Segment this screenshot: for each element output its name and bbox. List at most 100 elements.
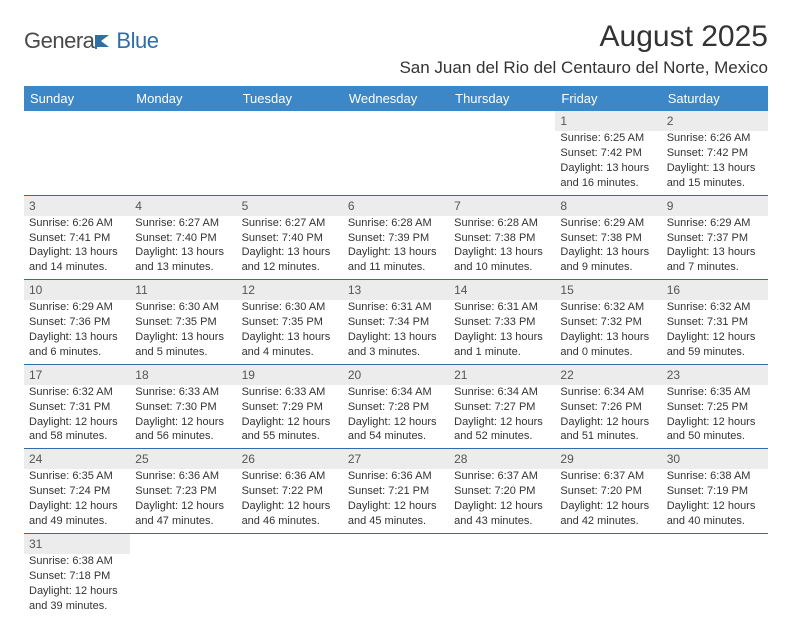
day-cell: Sunrise: 6:38 AMSunset: 7:18 PMDaylight:…	[24, 554, 130, 617]
daylight-text: and 56 minutes.	[135, 429, 231, 444]
day-content-row: Sunrise: 6:26 AMSunset: 7:41 PMDaylight:…	[24, 216, 768, 280]
daylight-text: Daylight: 12 hours	[135, 499, 231, 514]
day-cell: Sunrise: 6:34 AMSunset: 7:26 PMDaylight:…	[555, 385, 661, 449]
daylight-text: Daylight: 13 hours	[242, 330, 338, 345]
day-cell: Sunrise: 6:33 AMSunset: 7:29 PMDaylight:…	[237, 385, 343, 449]
day-number-cell: 25	[130, 449, 236, 470]
sunset-text: Sunset: 7:41 PM	[29, 231, 125, 246]
daylight-text: Daylight: 13 hours	[560, 161, 656, 176]
daynum-row: 31	[24, 533, 768, 554]
day-cell	[343, 554, 449, 617]
daynum-row: 17181920212223	[24, 364, 768, 385]
day-cell: Sunrise: 6:36 AMSunset: 7:22 PMDaylight:…	[237, 469, 343, 533]
sunrise-text: Sunrise: 6:34 AM	[348, 385, 444, 400]
day-number-cell: 19	[237, 364, 343, 385]
sunset-text: Sunset: 7:36 PM	[29, 315, 125, 330]
day-cell	[237, 554, 343, 617]
day-number-cell: 7	[449, 195, 555, 216]
day-cell: Sunrise: 6:26 AMSunset: 7:41 PMDaylight:…	[24, 216, 130, 280]
day-cell: Sunrise: 6:37 AMSunset: 7:20 PMDaylight:…	[555, 469, 661, 533]
sunrise-text: Sunrise: 6:33 AM	[242, 385, 338, 400]
daylight-text: Daylight: 12 hours	[348, 499, 444, 514]
sunrise-text: Sunrise: 6:36 AM	[135, 469, 231, 484]
day-cell: Sunrise: 6:35 AMSunset: 7:25 PMDaylight:…	[662, 385, 768, 449]
daylight-text: and 7 minutes.	[667, 260, 763, 275]
page-title: August 2025	[399, 20, 768, 54]
sunrise-text: Sunrise: 6:29 AM	[667, 216, 763, 231]
day-number-cell: 29	[555, 449, 661, 470]
sunset-text: Sunset: 7:31 PM	[29, 400, 125, 415]
day-cell	[449, 554, 555, 617]
sunrise-text: Sunrise: 6:35 AM	[29, 469, 125, 484]
sunrise-text: Sunrise: 6:29 AM	[560, 216, 656, 231]
daylight-text: and 46 minutes.	[242, 514, 338, 529]
daylight-text: and 0 minutes.	[560, 345, 656, 360]
sunset-text: Sunset: 7:40 PM	[135, 231, 231, 246]
calendar-body: 12 Sunrise: 6:25 AMSunset: 7:42 PMDayligh…	[24, 111, 768, 617]
daylight-text: Daylight: 13 hours	[29, 330, 125, 345]
daylight-text: Daylight: 12 hours	[29, 499, 125, 514]
daylight-text: and 1 minute.	[454, 345, 550, 360]
sunrise-text: Sunrise: 6:38 AM	[667, 469, 763, 484]
day-cell: Sunrise: 6:27 AMSunset: 7:40 PMDaylight:…	[130, 216, 236, 280]
day-number-cell: 30	[662, 449, 768, 470]
day-number-cell: 22	[555, 364, 661, 385]
day-number-cell: 17	[24, 364, 130, 385]
day-number-cell: 24	[24, 449, 130, 470]
daylight-text: Daylight: 12 hours	[560, 415, 656, 430]
sunset-text: Sunset: 7:19 PM	[667, 484, 763, 499]
sunset-text: Sunset: 7:38 PM	[560, 231, 656, 246]
day-cell: Sunrise: 6:28 AMSunset: 7:39 PMDaylight:…	[343, 216, 449, 280]
day-number-cell	[662, 533, 768, 554]
sunset-text: Sunset: 7:40 PM	[242, 231, 338, 246]
day-number-cell: 1	[555, 111, 661, 131]
daylight-text: and 9 minutes.	[560, 260, 656, 275]
daylight-text: and 51 minutes.	[560, 429, 656, 444]
day-number-cell: 8	[555, 195, 661, 216]
sunrise-text: Sunrise: 6:38 AM	[29, 554, 125, 569]
day-cell: Sunrise: 6:30 AMSunset: 7:35 PMDaylight:…	[130, 300, 236, 364]
sunrise-text: Sunrise: 6:33 AM	[135, 385, 231, 400]
day-number-cell	[449, 111, 555, 131]
day-number-cell	[343, 533, 449, 554]
day-cell: Sunrise: 6:32 AMSunset: 7:31 PMDaylight:…	[662, 300, 768, 364]
daylight-text: and 50 minutes.	[667, 429, 763, 444]
day-content-row: Sunrise: 6:38 AMSunset: 7:18 PMDaylight:…	[24, 554, 768, 617]
daylight-text: and 13 minutes.	[135, 260, 231, 275]
daylight-text: and 40 minutes.	[667, 514, 763, 529]
day-number-cell: 21	[449, 364, 555, 385]
daylight-text: and 3 minutes.	[348, 345, 444, 360]
day-number-cell: 5	[237, 195, 343, 216]
day-number-cell: 31	[24, 533, 130, 554]
sunrise-text: Sunrise: 6:34 AM	[454, 385, 550, 400]
day-cell: Sunrise: 6:36 AMSunset: 7:23 PMDaylight:…	[130, 469, 236, 533]
day-number-cell: 14	[449, 280, 555, 301]
day-number-cell: 12	[237, 280, 343, 301]
weekday-header: Tuesday	[237, 86, 343, 111]
logo-text-part1: Genera	[24, 28, 94, 53]
sunrise-text: Sunrise: 6:27 AM	[242, 216, 338, 231]
daylight-text: and 14 minutes.	[29, 260, 125, 275]
day-number-cell: 4	[130, 195, 236, 216]
weekday-header: Monday	[130, 86, 236, 111]
daylight-text: and 59 minutes.	[667, 345, 763, 360]
day-cell: Sunrise: 6:38 AMSunset: 7:19 PMDaylight:…	[662, 469, 768, 533]
sunrise-text: Sunrise: 6:30 AM	[242, 300, 338, 315]
day-cell: Sunrise: 6:31 AMSunset: 7:34 PMDaylight:…	[343, 300, 449, 364]
sunset-text: Sunset: 7:28 PM	[348, 400, 444, 415]
daylight-text: Daylight: 13 hours	[29, 245, 125, 260]
sunset-text: Sunset: 7:26 PM	[560, 400, 656, 415]
sunrise-text: Sunrise: 6:28 AM	[348, 216, 444, 231]
weekday-header: Wednesday	[343, 86, 449, 111]
sunrise-text: Sunrise: 6:34 AM	[560, 385, 656, 400]
sunset-text: Sunset: 7:33 PM	[454, 315, 550, 330]
sunset-text: Sunset: 7:37 PM	[667, 231, 763, 246]
day-content-row: Sunrise: 6:25 AMSunset: 7:42 PMDaylight:…	[24, 131, 768, 195]
day-cell: Sunrise: 6:30 AMSunset: 7:35 PMDaylight:…	[237, 300, 343, 364]
sunset-text: Sunset: 7:24 PM	[29, 484, 125, 499]
day-number-cell	[555, 533, 661, 554]
sunrise-text: Sunrise: 6:37 AM	[560, 469, 656, 484]
day-cell	[130, 131, 236, 195]
day-number-cell: 20	[343, 364, 449, 385]
weekday-header: Friday	[555, 86, 661, 111]
